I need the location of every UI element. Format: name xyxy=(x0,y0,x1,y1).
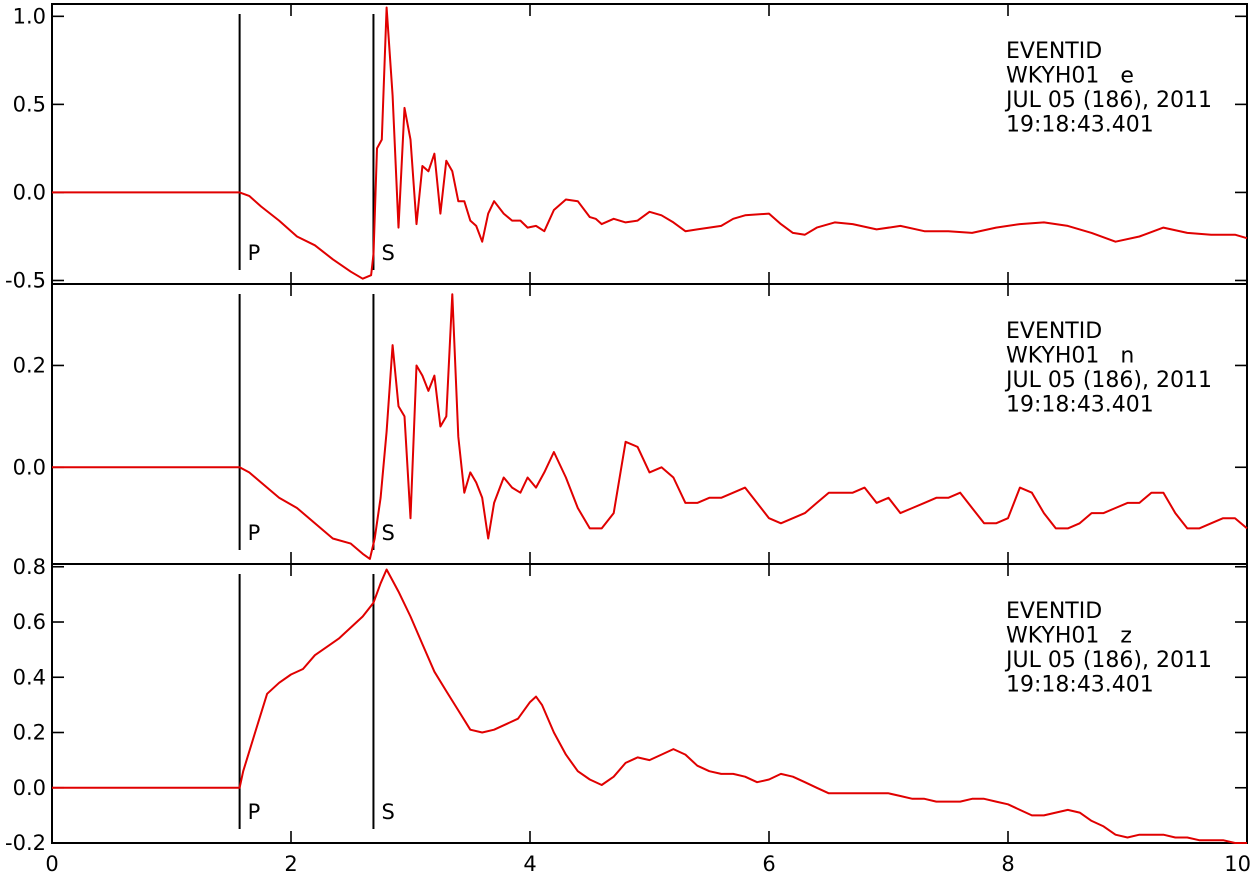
y-tick-label: 1.0 xyxy=(13,4,46,28)
x-tick-label: 6 xyxy=(762,852,775,875)
info-line: WKYH01 n xyxy=(1006,344,1134,369)
y-tick-label: 0.8 xyxy=(13,555,46,579)
x-tick-label: 0 xyxy=(45,852,58,875)
y-tick-label: 0.0 xyxy=(13,776,46,800)
info-line: EVENTID xyxy=(1006,39,1102,64)
pick-label-p: P xyxy=(248,521,261,545)
y-tick-label: 0.2 xyxy=(13,721,46,745)
pick-label-p: P xyxy=(248,241,261,265)
info-line: EVENTID xyxy=(1006,599,1102,624)
y-tick-label: 0.4 xyxy=(13,665,46,689)
y-tick-label: 0.0 xyxy=(13,455,46,479)
y-tick-label: -0.2 xyxy=(5,831,46,855)
y-tick-label: -0.5 xyxy=(5,268,46,292)
info-line: WKYH01 e xyxy=(1006,64,1134,89)
trace-z xyxy=(52,568,1247,844)
pick-label-s: S xyxy=(381,241,394,265)
y-tick-label: 0.2 xyxy=(13,353,46,377)
y-tick-label: 0.0 xyxy=(13,180,46,204)
x-tick-label: 4 xyxy=(523,852,536,875)
pick-label-s: S xyxy=(381,521,394,545)
y-tick-label: 0.6 xyxy=(13,610,46,634)
x-tick-label: 10 xyxy=(1224,852,1251,875)
panel-frame xyxy=(51,563,1248,844)
info-line: WKYH01 z xyxy=(1006,624,1132,649)
trace-e xyxy=(52,6,1248,280)
info-line: JUL 05 (186), 2011 xyxy=(1004,648,1212,673)
info-line: EVENTID xyxy=(1006,319,1102,344)
info-line: 19:18:43.401 xyxy=(1006,113,1154,138)
info-line: 19:18:43.401 xyxy=(1006,673,1154,698)
x-tick-label: 8 xyxy=(1001,852,1014,875)
info-line: JUL 05 (186), 2011 xyxy=(1004,368,1212,393)
y-tick-label: 0.5 xyxy=(13,92,46,116)
pick-label-s: S xyxy=(381,800,394,824)
info-line: 19:18:43.401 xyxy=(1006,393,1154,418)
pick-label-p: P xyxy=(248,800,261,824)
trace-n xyxy=(52,293,1248,560)
info-line: JUL 05 (186), 2011 xyxy=(1004,88,1212,113)
x-tick-label: 2 xyxy=(284,852,297,875)
